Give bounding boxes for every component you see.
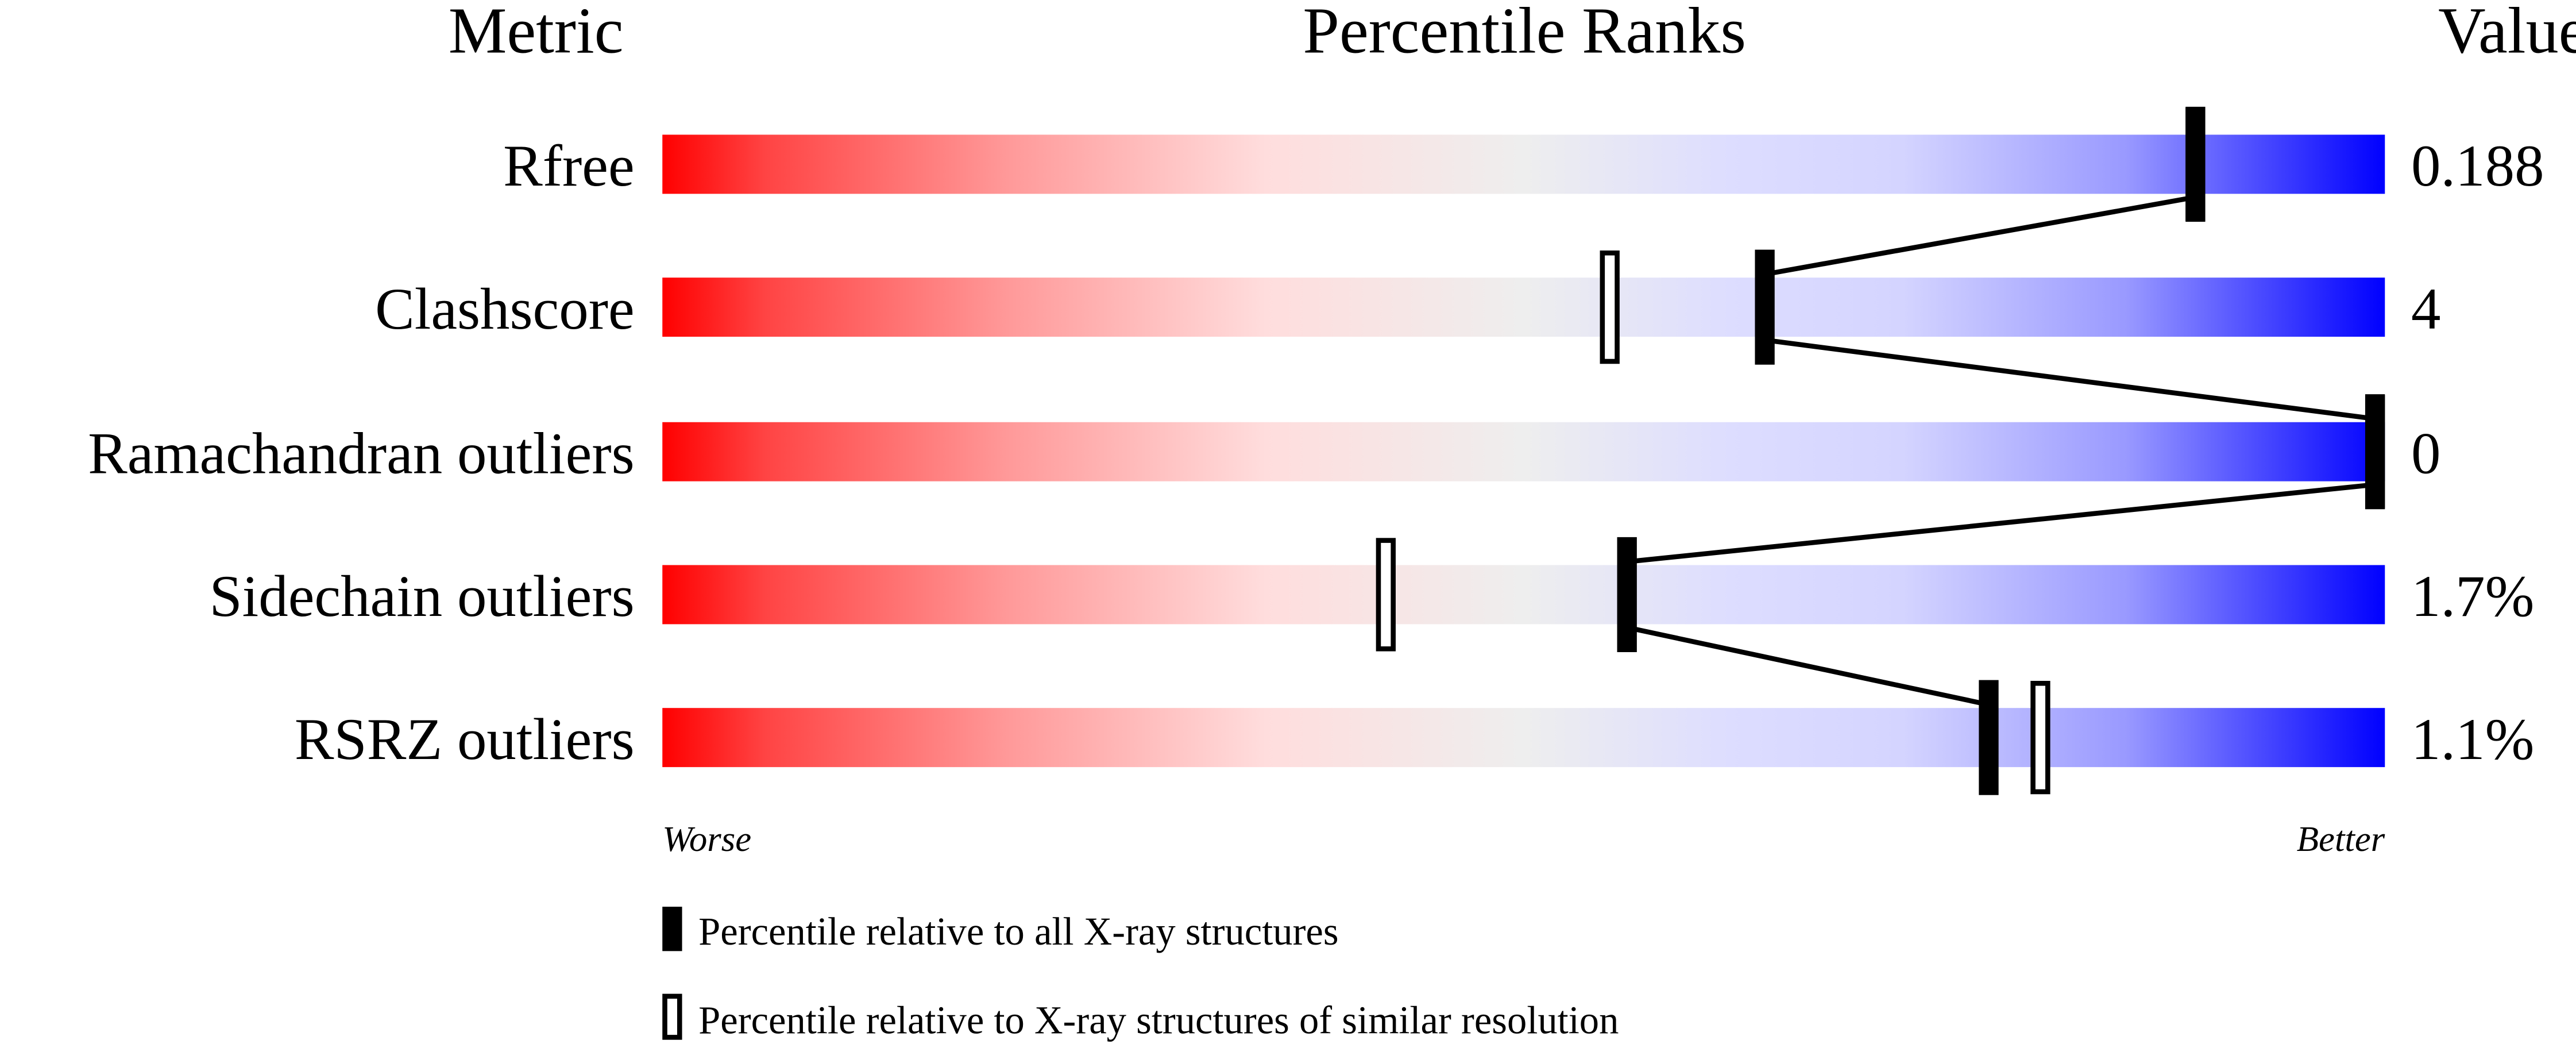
legend-hollow-label: Percentile relative to X-ray structures … (698, 998, 1619, 1042)
metric-label: Clashscore (375, 276, 635, 342)
header-value: Value (2438, 0, 2576, 67)
metric-label: Ramachandran outliers (88, 421, 635, 486)
metric-value: 1.7% (2411, 564, 2534, 629)
marker-similar-resolution (1600, 250, 1620, 364)
metric-label: Rfree (503, 133, 635, 199)
marker-all-structures (1617, 537, 1637, 652)
connector-line (1764, 337, 2376, 422)
metric-label: Sidechain outliers (209, 564, 634, 629)
metric-value: 0 (2411, 421, 2440, 486)
worse-label: Worse (662, 819, 751, 859)
metric-value: 4 (2411, 276, 2440, 342)
connector-line (1626, 625, 1990, 707)
better-label: Better (2297, 819, 2385, 859)
legend-filled-marker (662, 907, 682, 951)
marker-all-structures (2365, 394, 2385, 510)
percentile-bar (662, 278, 2385, 337)
header-percentile: Percentile Ranks (1303, 0, 1746, 67)
percentile-bar (662, 134, 2385, 194)
metric-label: RSRZ outliers (295, 707, 635, 772)
marker-similar-resolution (1376, 538, 1396, 652)
percentile-bar (662, 422, 2385, 481)
legend-filled-label: Percentile relative to all X-ray structu… (698, 910, 1338, 953)
connector-line (1627, 482, 2376, 565)
connector-line (1764, 194, 2196, 277)
marker-all-structures (1755, 249, 1775, 365)
metric-value: 0.188 (2411, 133, 2544, 199)
header-metric: Metric (449, 0, 624, 67)
marker-similar-resolution (2030, 681, 2050, 795)
percentile-bar (662, 708, 2385, 768)
marker-all-structures (1979, 680, 1999, 795)
metric-value: 1.1% (2411, 707, 2534, 772)
percentile-bar (662, 565, 2385, 625)
legend-hollow-marker (662, 993, 682, 1040)
marker-all-structures (2185, 106, 2206, 222)
